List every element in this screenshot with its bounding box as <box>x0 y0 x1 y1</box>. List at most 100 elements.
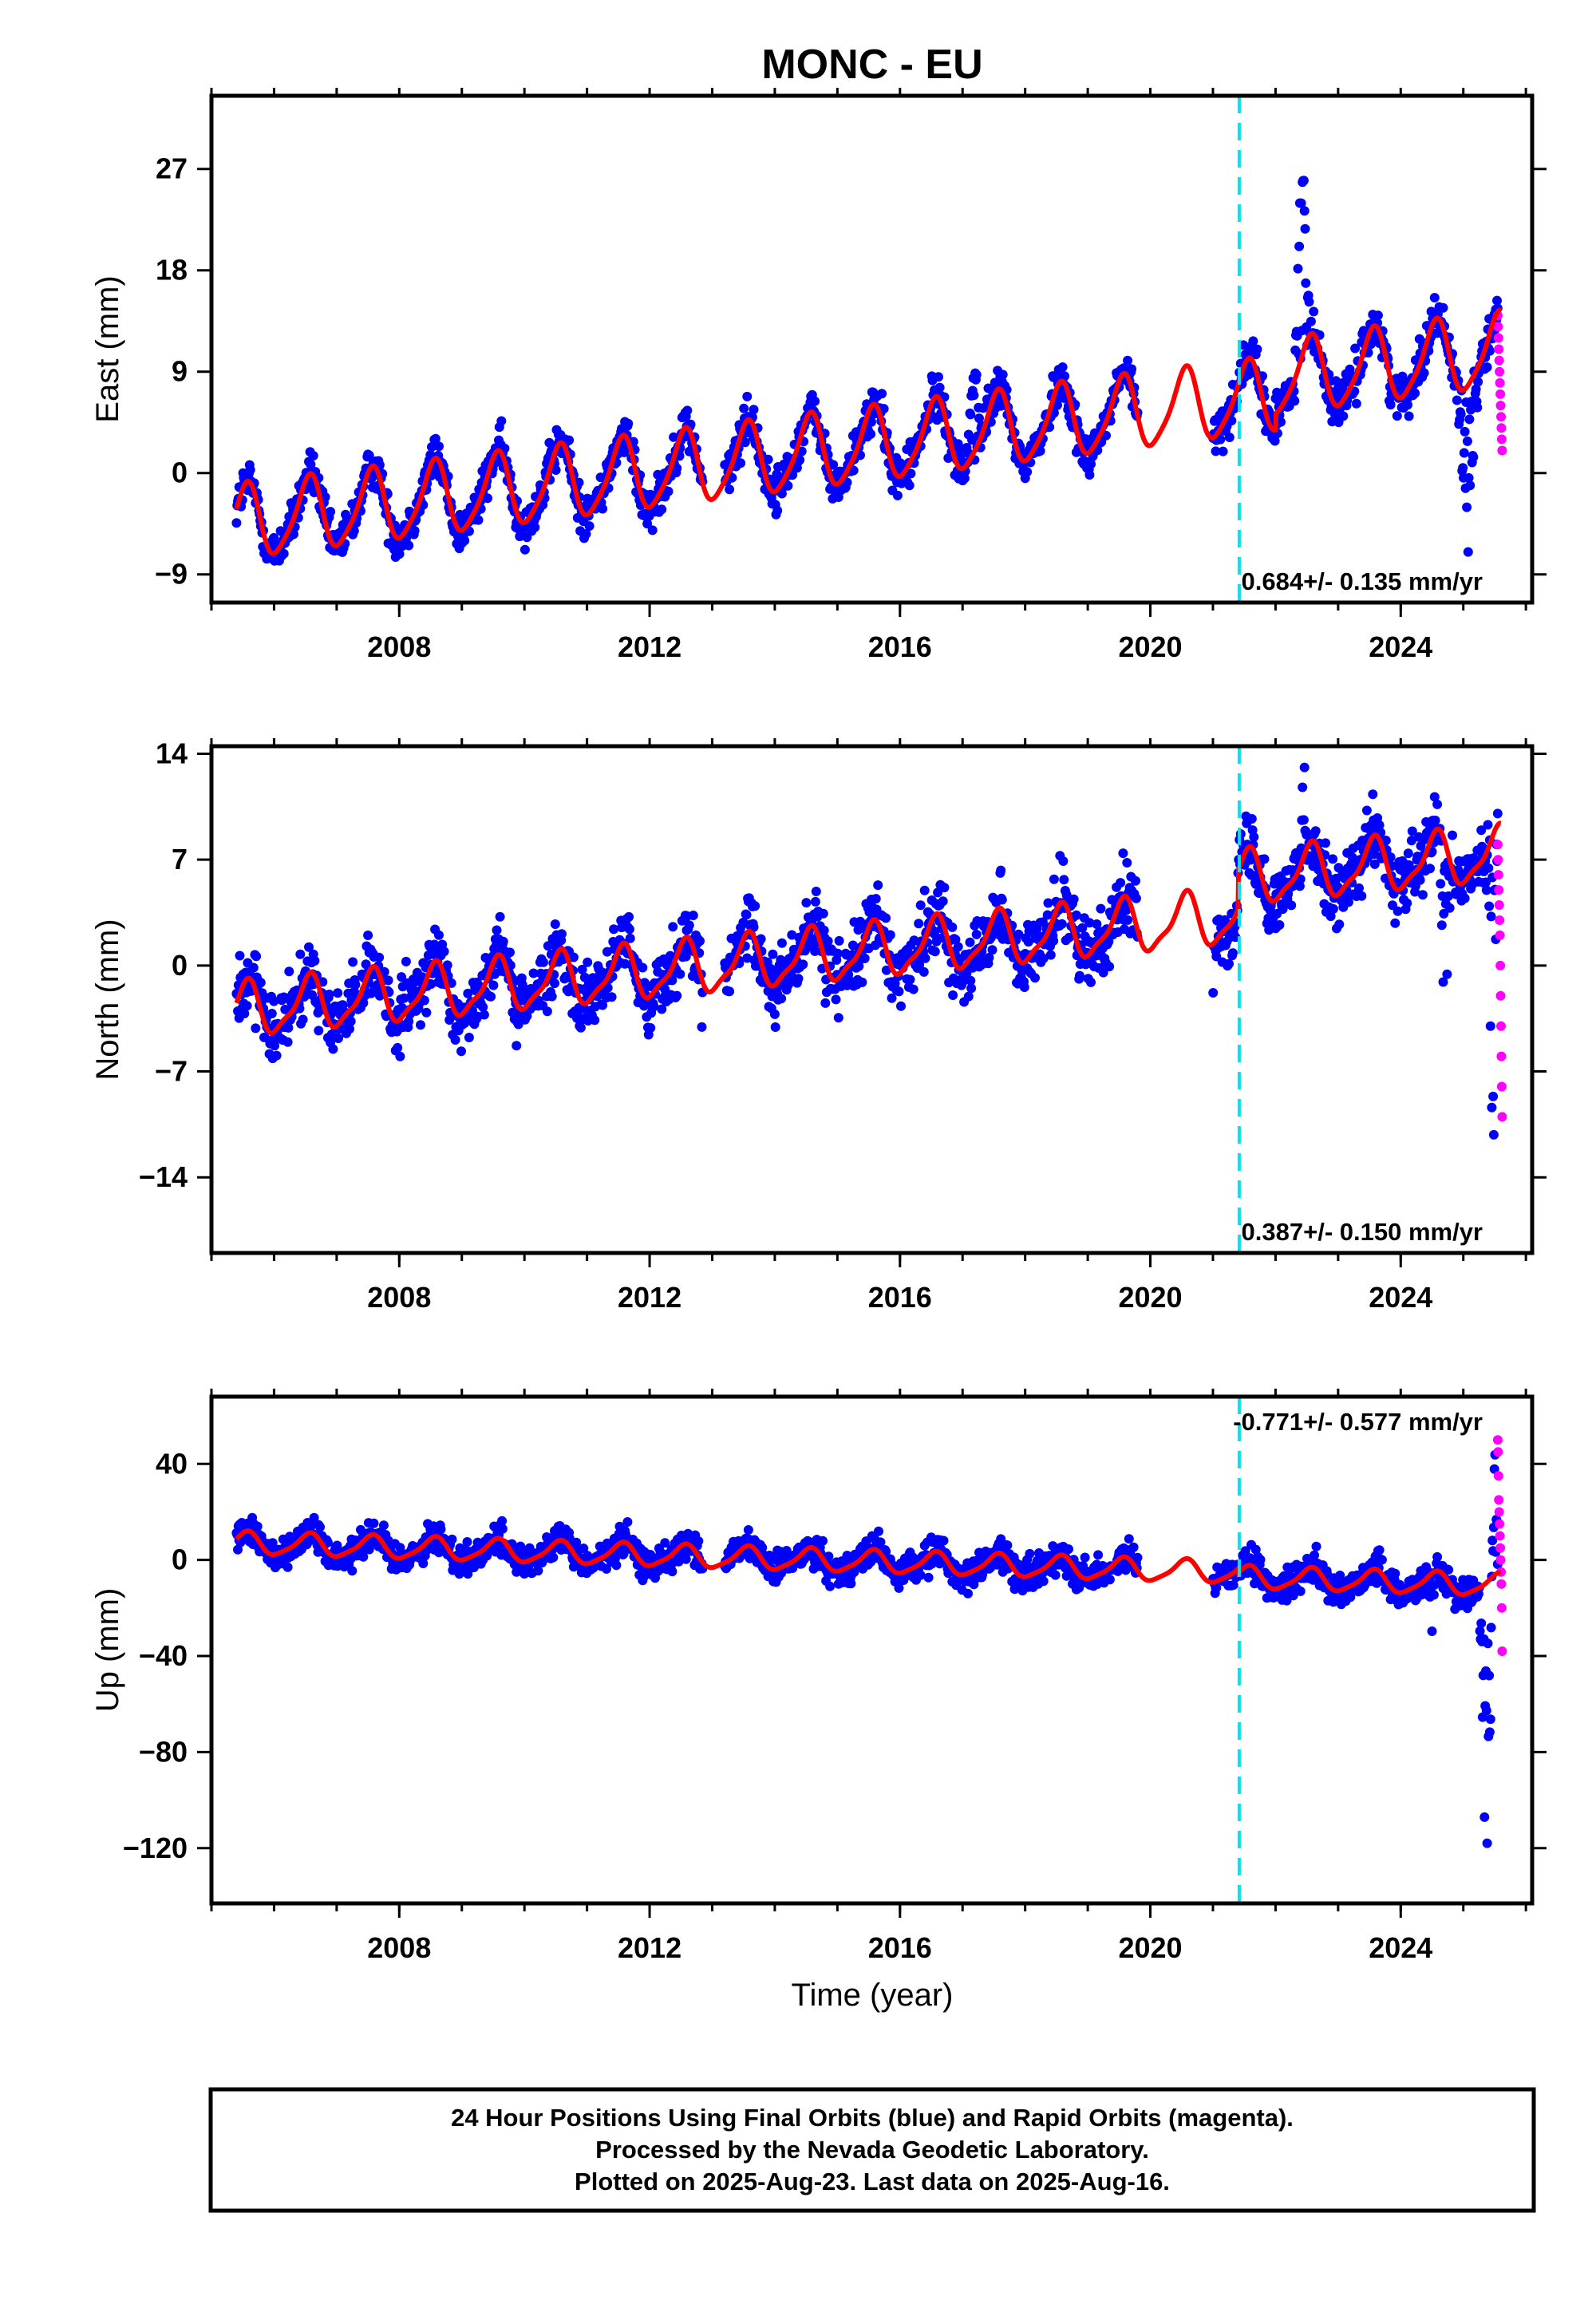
final-orbit-point <box>1224 958 1234 969</box>
final-orbit-point <box>270 1041 280 1051</box>
final-orbit-point <box>933 887 943 898</box>
final-orbit-point <box>915 960 925 970</box>
rapid-orbit-point <box>1497 1112 1507 1122</box>
final-orbit-point <box>542 1006 552 1017</box>
rapid-orbit-point <box>1495 389 1506 399</box>
final-orbit-point <box>399 993 409 1003</box>
final-orbit-point <box>421 1007 432 1018</box>
final-orbit-point <box>894 986 904 997</box>
final-orbit-point <box>1415 875 1425 885</box>
final-orbit-point <box>914 919 924 929</box>
final-orbit-point <box>550 919 560 929</box>
final-orbit-point <box>1218 446 1228 456</box>
final-orbit-point <box>1274 920 1285 930</box>
final-orbit-point <box>1252 344 1262 354</box>
final-orbit-point <box>693 1536 704 1546</box>
east-rapid-orbits-series <box>1492 310 1507 456</box>
north-final-orbits-series <box>231 762 1503 1140</box>
final-orbit-point <box>530 522 540 532</box>
final-orbit-point <box>427 442 437 452</box>
rapid-orbit-point <box>1495 930 1505 940</box>
final-orbit-point <box>1448 830 1457 840</box>
final-orbit-point <box>284 966 294 977</box>
final-orbit-point <box>348 957 358 967</box>
chart-title: MONC - EU <box>761 41 982 88</box>
final-orbit-point <box>378 1520 389 1531</box>
rapid-orbit-point <box>1493 870 1503 880</box>
final-orbit-point <box>1338 411 1349 421</box>
final-orbit-point <box>1468 452 1479 462</box>
final-orbit-point <box>512 1041 522 1051</box>
final-orbit-point <box>623 418 634 429</box>
rapid-orbit-point <box>1497 445 1507 456</box>
final-orbit-point <box>1481 877 1491 887</box>
final-orbit-point <box>282 1037 293 1047</box>
final-orbit-point <box>657 504 667 515</box>
final-orbit-point <box>873 880 883 891</box>
final-orbit-point <box>740 437 750 448</box>
final-orbit-point <box>374 952 385 962</box>
final-orbit-point <box>867 417 876 427</box>
final-orbit-point <box>328 1044 338 1054</box>
final-orbit-point <box>483 493 492 504</box>
north-plot-frame <box>209 744 1535 1255</box>
final-orbit-point <box>820 998 831 1008</box>
final-orbit-point <box>1075 970 1084 981</box>
rapid-orbit-point <box>1492 840 1503 850</box>
final-orbit-point <box>905 974 915 985</box>
east-y-axis-label: East (mm) <box>90 275 125 422</box>
final-orbit-point <box>547 991 557 1002</box>
final-orbit-point <box>1439 908 1449 919</box>
final-orbit-point <box>736 458 746 468</box>
y-tick-label: −9 <box>155 558 188 591</box>
final-orbit-point <box>1429 792 1440 802</box>
final-orbit-point <box>419 995 429 1006</box>
final-orbit-point <box>426 979 437 989</box>
final-orbit-point <box>528 968 539 978</box>
final-orbit-point <box>1328 903 1338 914</box>
north-rapid-orbits-series <box>1492 840 1507 1122</box>
final-orbit-point <box>1306 316 1316 326</box>
final-orbit-point <box>298 1014 308 1025</box>
final-orbit-point <box>393 1042 403 1053</box>
final-orbit-point <box>750 901 760 911</box>
final-orbit-point <box>334 1034 343 1043</box>
final-orbit-point <box>1485 1021 1495 1031</box>
final-orbit-point <box>1385 852 1396 863</box>
final-orbit-point <box>776 994 787 1004</box>
final-orbit-point <box>847 940 858 951</box>
rapid-orbit-point <box>1494 344 1504 354</box>
final-orbit-point <box>622 1517 633 1527</box>
final-orbit-point <box>1019 982 1029 992</box>
final-orbit-point <box>1390 918 1400 928</box>
final-orbit-point <box>934 382 945 393</box>
final-orbit-point <box>1456 409 1466 419</box>
final-orbit-point <box>769 1009 780 1019</box>
final-orbit-point <box>668 922 678 932</box>
final-orbit-point <box>1121 905 1132 915</box>
final-orbit-point <box>1465 480 1476 491</box>
y-tick-label: 14 <box>156 737 188 769</box>
final-orbit-point <box>1309 306 1319 317</box>
y-tick-label: 18 <box>156 254 188 287</box>
final-orbit-point <box>1381 836 1391 846</box>
final-orbit-point <box>557 929 567 939</box>
final-orbit-point <box>1351 398 1361 409</box>
final-orbit-point <box>1328 854 1338 864</box>
final-orbit-point <box>1299 762 1310 773</box>
y-tick-label: 0 <box>172 456 188 489</box>
final-orbit-point <box>345 1024 354 1034</box>
final-orbit-point <box>1276 417 1286 427</box>
final-orbit-point <box>326 507 336 517</box>
final-orbit-point <box>743 1525 753 1535</box>
final-orbit-point <box>1298 815 1309 825</box>
final-orbit-point <box>1417 890 1428 900</box>
final-orbit-point <box>544 437 555 448</box>
final-orbit-point <box>347 1566 358 1576</box>
rapid-orbit-point <box>1495 915 1505 925</box>
final-orbit-point <box>1098 967 1108 978</box>
final-orbit-point <box>550 978 559 989</box>
x-tick-label: 2024 <box>1369 1281 1432 1314</box>
final-orbit-point <box>564 435 575 445</box>
final-orbit-point <box>496 416 507 426</box>
